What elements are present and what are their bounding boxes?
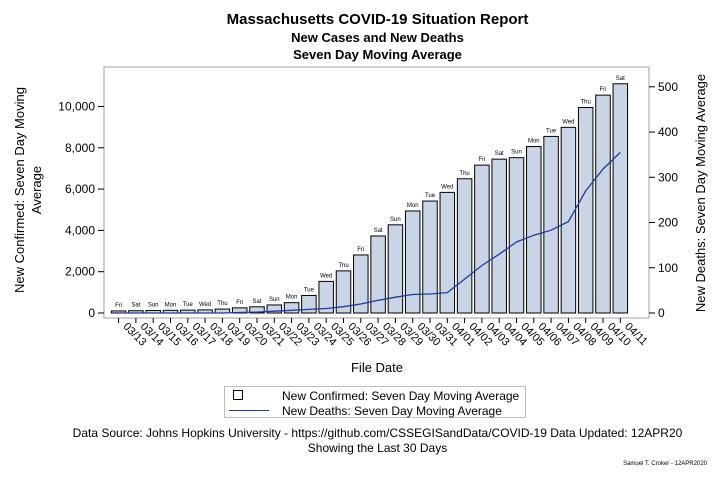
- bar: [595, 94, 611, 314]
- y2-tick-label: 100: [658, 261, 678, 275]
- y2-tick-label: 400: [658, 125, 678, 139]
- bar: [526, 146, 542, 314]
- weekday-label: Thu: [338, 263, 348, 269]
- weekday-label: Fri: [115, 303, 122, 309]
- right-axis: 0 100 200 300 400 500: [649, 80, 678, 320]
- legend-item-deaths: New Deaths: Seven Day Moving Average: [225, 403, 525, 418]
- weekday-label: Wed: [320, 273, 332, 279]
- data-source-note: Data Source: Johns Hopkins University - …: [72, 426, 683, 440]
- weekday-label: Fri: [600, 87, 607, 93]
- legend-item-cases: New Confirmed: Seven Day Moving Average: [225, 388, 525, 403]
- bar: [318, 280, 334, 314]
- bar: [456, 178, 473, 314]
- weekday-label: Sat: [131, 303, 140, 309]
- bar: [370, 235, 386, 314]
- legend-bar-swatch: [233, 390, 243, 400]
- bar: [249, 306, 265, 314]
- y2-tick-label: 300: [658, 170, 678, 184]
- weekday-label: Mon: [528, 139, 540, 145]
- legend-line-swatch: [229, 410, 269, 411]
- y-axis-label-line1: New Confirmed: Seven Day Moving: [12, 87, 27, 293]
- period-note: Showing the Last 30 Days: [307, 441, 448, 455]
- bar-series: [110, 83, 629, 314]
- bar: [335, 270, 352, 314]
- bar: [353, 254, 369, 314]
- weekday-label: Mon: [165, 302, 177, 308]
- weekday-labels: Fri Sat Sun Mon Tue Wed Thu Fri Sat Sun Mon Tue Wed T…: [115, 76, 625, 309]
- y-axis-label-line2: Average: [29, 166, 44, 214]
- y-tick-label: 4,000: [65, 223, 95, 237]
- weekday-label: Sun: [511, 150, 522, 156]
- y2-tick-label: 0: [658, 306, 665, 320]
- y-tick-label: 8,000: [65, 141, 95, 155]
- bar: [612, 83, 629, 314]
- left-axis: 0 2,000 4,000 6,000 8,000 10,000: [58, 99, 104, 320]
- bar: [474, 164, 490, 314]
- y-tick-label: 0: [88, 306, 95, 320]
- legend: New Confirmed: Seven Day Moving Average …: [224, 386, 526, 418]
- chart-subtitle-1: New Cases and New Deaths: [291, 30, 464, 45]
- y-tick-label: 2,000: [65, 265, 95, 279]
- bar: [543, 135, 559, 314]
- weekday-label: Thu: [459, 171, 469, 177]
- y-tick-label: 10,000: [58, 99, 95, 113]
- weekday-label: Sun: [148, 303, 159, 309]
- bar: [387, 224, 404, 314]
- legend-label-deaths: New Deaths: Seven Day Moving Average: [282, 403, 502, 418]
- y2-tick-label: 200: [658, 216, 678, 230]
- bar: [560, 126, 577, 314]
- weekday-label: Wed: [441, 184, 453, 190]
- deaths-line: [118, 151, 621, 314]
- weekday-label: Tue: [183, 302, 194, 308]
- bar: [283, 302, 300, 314]
- weekday-label: Sat: [374, 228, 383, 234]
- line-series: [118, 151, 621, 314]
- bar: [508, 157, 525, 314]
- bar: [439, 191, 456, 314]
- weekday-label: Tue: [546, 128, 557, 134]
- bar: [422, 200, 438, 314]
- weekday-label: Sun: [390, 217, 401, 223]
- weekday-label: Sat: [616, 76, 625, 82]
- weekday-label: Sat: [495, 151, 504, 157]
- bar: [301, 294, 317, 314]
- weekday-label: Wed: [562, 119, 574, 125]
- y2-axis-label: New Deaths: Seven Day Moving Average: [693, 74, 708, 312]
- weekday-label: Fri: [357, 247, 364, 253]
- weekday-label: Tue: [304, 287, 315, 293]
- bar: [266, 304, 283, 314]
- weekday-label: Sun: [269, 297, 280, 303]
- bar: [577, 107, 594, 314]
- weekday-label: Wed: [199, 302, 211, 308]
- bar: [404, 210, 421, 314]
- author-signature: Samuel T. Croker - 12APR2020: [623, 461, 707, 467]
- weekday-label: Fri: [478, 157, 485, 163]
- weekday-label: Fri: [236, 300, 243, 306]
- y-tick-label: 6,000: [65, 182, 95, 196]
- legend-label-cases: New Confirmed: Seven Day Moving Average: [282, 388, 520, 403]
- weekday-label: Tue: [425, 193, 436, 199]
- chart-subtitle-2: Seven Day Moving Average: [293, 47, 462, 62]
- weekday-label: Mon: [286, 295, 298, 301]
- weekday-label: Thu: [581, 100, 591, 106]
- y2-tick-label: 500: [658, 80, 678, 94]
- x-axis-label: File Date: [351, 360, 403, 375]
- chart-title: Massachusetts COVID-19 Situation Report: [226, 11, 529, 28]
- weekday-label: Mon: [407, 203, 419, 209]
- weekday-label: Sat: [252, 299, 261, 305]
- weekday-label: Thu: [217, 301, 227, 307]
- x-axis: 03/1303/1403/1503/1603/1703/1803/1903/20…: [118, 318, 650, 349]
- bar: [491, 158, 507, 314]
- chart-titles: Massachusetts COVID-19 Situation Report …: [0, 10, 720, 63]
- plot-area-frame: [103, 66, 650, 319]
